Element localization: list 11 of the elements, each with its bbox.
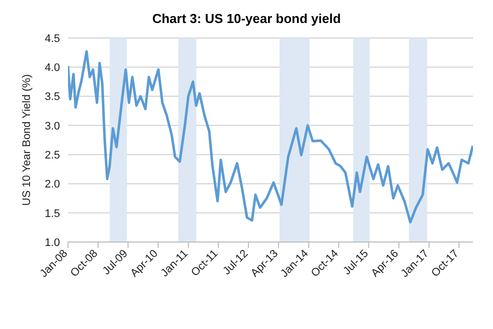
y-tick-label: 2.5 xyxy=(44,149,60,162)
chart-title: Chart 3: US 10-year bond yield xyxy=(151,10,342,28)
y-tick-label: 3.5 xyxy=(44,91,60,104)
y-tick-label: 1.5 xyxy=(44,208,60,220)
line-series xyxy=(68,50,473,224)
y-tick-label: 4.5 xyxy=(44,32,60,45)
y-axis-title: US 10 Year Bond Yield (%) xyxy=(20,74,33,206)
y-tick-label: 2.0 xyxy=(44,178,60,191)
y-tick-label: 3.0 xyxy=(44,120,60,132)
y-tick-label: 1.0 xyxy=(44,236,60,249)
y-tick-label: 4.0 xyxy=(44,62,60,74)
